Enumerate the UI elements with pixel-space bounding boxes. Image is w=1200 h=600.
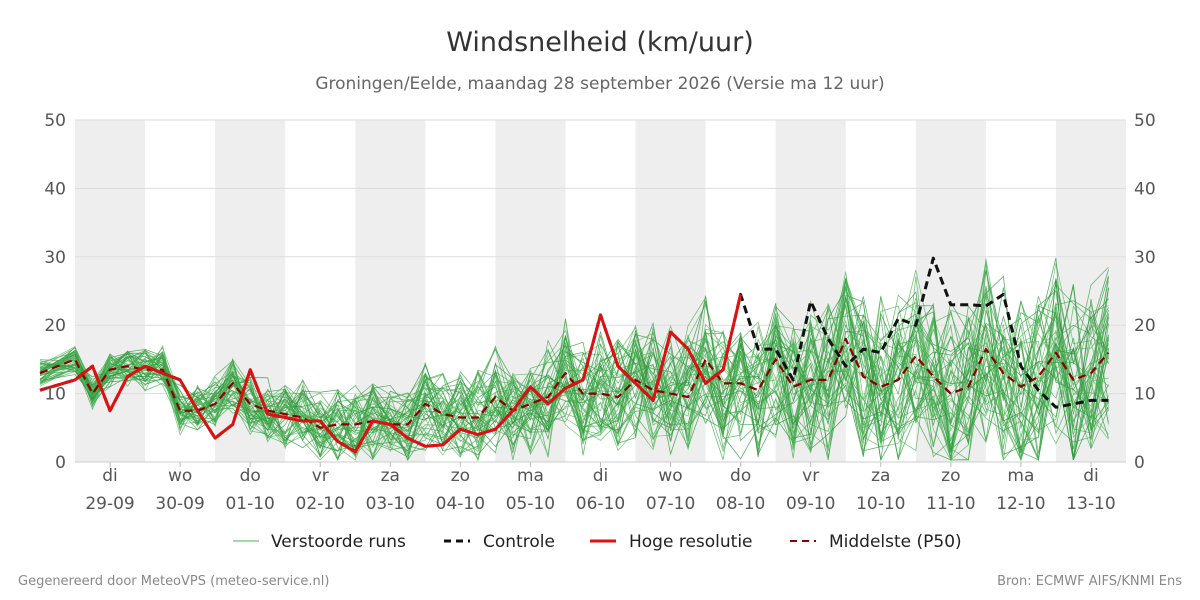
x-tick-day-11: za [871, 466, 890, 486]
legend-label-hoge-resolutie: Hoge resolutie [629, 532, 753, 552]
ensemble-run-9 [39, 262, 1109, 461]
ensemble-run-33 [39, 288, 1109, 460]
ensemble-run-29 [39, 306, 1109, 461]
x-tick-date-4: 03-10 [366, 494, 415, 514]
y-tick-right-20: 20 [1134, 316, 1156, 336]
ensemble-run-24 [39, 304, 1109, 455]
x-tick-date-13: 12-10 [996, 494, 1045, 514]
x-tick-date-11: 10-10 [856, 494, 905, 514]
y-tick-left-0: 0 [55, 453, 66, 473]
y-tick-right-50: 50 [1134, 111, 1156, 131]
ensemble-run-25 [39, 286, 1109, 462]
series-line-middelste-p50 [39, 337, 1110, 429]
x-axis: di 29-09 wo 30-09 do 01-10 vr 02-10 za 03-10 zo 04-… [85, 462, 1116, 514]
chart-subtitle: Groningen/Eelde, maandag 28 september 20… [315, 74, 884, 94]
x-tick-day-13: ma [1007, 466, 1034, 486]
x-tick-date-10: 09-10 [786, 494, 835, 514]
y-tick-right-10: 10 [1134, 385, 1156, 405]
ensemble-run-45 [39, 302, 1109, 459]
x-tick-date-5: 04-10 [436, 494, 485, 514]
chart-title: Windsnelheid (km/uur) [446, 27, 754, 58]
shaded-day-6 [915, 120, 986, 462]
ensemble-run-43 [39, 296, 1109, 458]
x-tick-day-12: zo [941, 466, 960, 486]
x-tick-date-7: 06-10 [576, 494, 625, 514]
x-tick-date-12: 11-10 [926, 494, 975, 514]
footer-source: Bron: ECMWF AIFS/KNMI Ens [997, 574, 1182, 589]
y-tick-right-30: 30 [1134, 248, 1156, 268]
main-series [39, 256, 1110, 454]
series-line-hoge-resolutie [39, 294, 743, 454]
x-tick-date-14: 13-10 [1066, 494, 1115, 514]
x-tick-day-4: za [381, 466, 400, 486]
x-tick-day-10: vr [802, 466, 819, 486]
y-tick-left-20: 20 [44, 316, 66, 336]
ensemble-runs [39, 257, 1109, 462]
x-tick-day-3: vr [312, 466, 329, 486]
y-tick-right-0: 0 [1134, 453, 1145, 473]
y-tick-left-30: 30 [44, 248, 66, 268]
ensemble-run-42 [39, 302, 1109, 462]
x-tick-day-7: di [593, 466, 609, 486]
x-tick-date-2: 01-10 [225, 494, 274, 514]
x-tick-day-5: zo [451, 466, 470, 486]
ensemble-run-21 [39, 278, 1109, 460]
legend-label-ensemble: Verstoorde runs [271, 532, 406, 552]
x-tick-date-9: 08-10 [716, 494, 765, 514]
ensemble-run-28 [39, 269, 1109, 460]
x-tick-day-14: di [1083, 466, 1099, 486]
legend: Verstoorde runs Controle Hoge resolutie … [233, 532, 962, 552]
x-tick-day-2: do [240, 466, 261, 486]
x-tick-day-0: di [102, 466, 118, 486]
y-tick-left-50: 50 [44, 111, 66, 131]
y-tick-left-40: 40 [44, 179, 66, 199]
ensemble-run-36 [39, 280, 1109, 460]
x-tick-day-6: ma [517, 466, 544, 486]
ensemble-run-47 [39, 313, 1109, 461]
y-axis-right: 0 10 20 30 40 50 [1134, 111, 1156, 473]
y-tick-left-10: 10 [44, 385, 66, 405]
ensemble-run-34 [39, 260, 1109, 462]
x-tick-day-1: wo [168, 466, 192, 486]
x-tick-date-1: 30-09 [155, 494, 204, 514]
x-tick-day-8: wo [658, 466, 682, 486]
ensemble-run-38 [39, 275, 1109, 452]
x-tick-date-3: 02-10 [296, 494, 345, 514]
ensemble-run-49 [39, 288, 1109, 451]
y-axis-left: 0 10 20 30 40 50 [44, 111, 66, 473]
footer-generated-by: Gegenereerd door MeteoVPS (meteo-service… [18, 574, 329, 589]
ensemble-run-48 [39, 269, 1109, 462]
x-tick-date-6: 05-10 [506, 494, 555, 514]
legend-label-p50: Middelste (P50) [829, 532, 962, 552]
legend-label-controle: Controle [483, 532, 555, 552]
x-tick-day-9: do [730, 466, 751, 486]
y-tick-right-40: 40 [1134, 179, 1156, 199]
x-tick-date-8: 07-10 [646, 494, 695, 514]
shaded-day-0 [75, 120, 146, 462]
x-tick-date-0: 29-09 [85, 494, 134, 514]
